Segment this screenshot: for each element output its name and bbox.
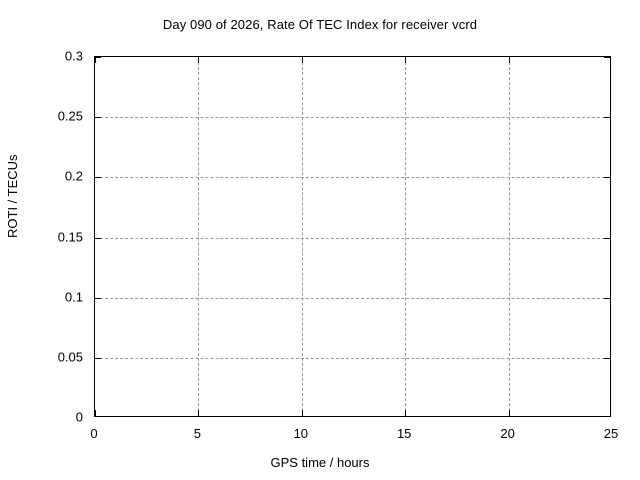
x-tick-label: 15 [396, 426, 412, 441]
x-tick-label: 10 [293, 426, 309, 441]
tick-x [405, 410, 407, 416]
tick-y [95, 297, 101, 299]
tick-x [301, 410, 303, 416]
tick-x [301, 57, 303, 63]
y-tick-label: 0.15 [57, 229, 83, 244]
x-tick-label: 5 [193, 426, 202, 441]
scatter-points [95, 57, 610, 416]
tick-x [405, 57, 407, 63]
tick-y [604, 57, 610, 58]
plot-frame [94, 56, 611, 417]
tick-y [604, 357, 610, 359]
tick-y [95, 237, 101, 239]
y-tick-label: 0.05 [57, 349, 83, 365]
plot-area [95, 57, 610, 416]
y-tick-label: 0.2 [64, 168, 83, 184]
y-tick-label: 0.25 [57, 108, 83, 124]
tick-x [198, 410, 200, 416]
x-tick-label: 0 [90, 426, 98, 441]
tick-y [95, 177, 101, 179]
tick-x [95, 410, 96, 416]
chart-title: Day 090 of 2026, Rate Of TEC Index for r… [162, 17, 478, 32]
x-tick-label: 20 [500, 426, 515, 441]
tick-x [508, 410, 510, 416]
tick-x [198, 57, 200, 63]
tick-y [604, 237, 610, 239]
tick-y [604, 297, 610, 299]
x-tick-label: 25 [603, 426, 619, 441]
tick-x [95, 57, 96, 63]
tick-y [95, 357, 101, 359]
y-axis-title: ROTI / TECUs [5, 154, 20, 238]
y-tick-label: 0 [75, 409, 83, 425]
tick-y [95, 57, 101, 58]
tick-y [604, 177, 610, 179]
tick-y [604, 117, 610, 119]
tick-y [95, 117, 101, 119]
y-tick-label: 0.1 [64, 289, 83, 305]
tick-x [508, 57, 510, 63]
x-axis-title: GPS time / hours [270, 455, 370, 470]
y-tick-label: 0.3 [64, 48, 83, 64]
